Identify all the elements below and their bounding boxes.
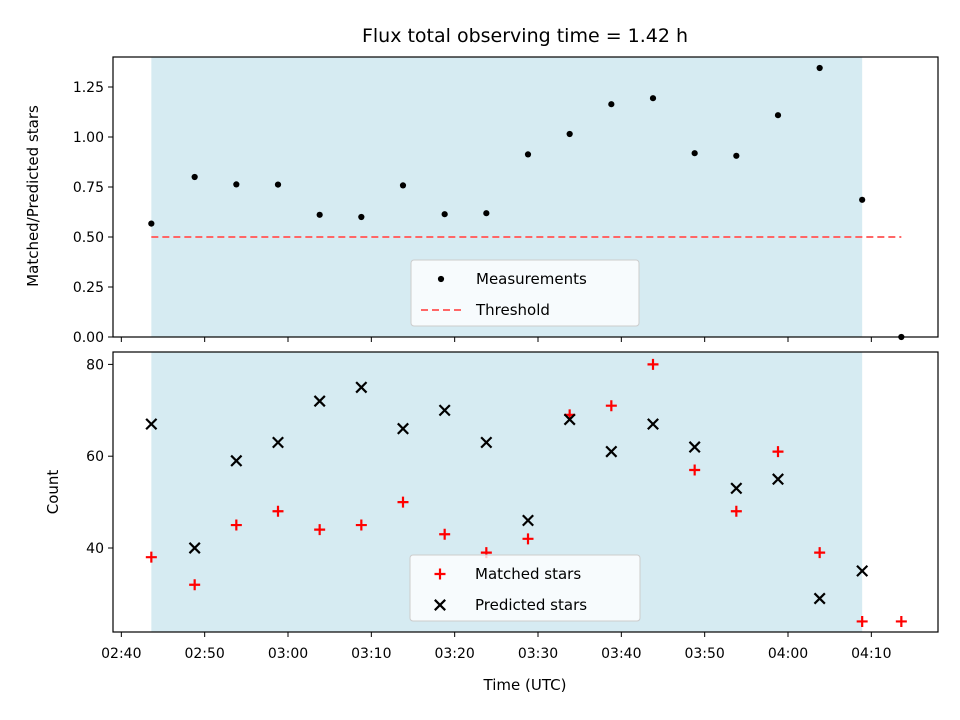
- matched-star-marker: [189, 579, 201, 591]
- measurement-point: [441, 211, 448, 218]
- matched-star-marker: [522, 533, 534, 545]
- predicted-star-marker: [188, 542, 201, 554]
- matched-star-marker: [439, 528, 451, 540]
- chart-title: Flux total observing time = 1.42 h: [362, 25, 688, 47]
- measurement-point: [608, 101, 615, 108]
- measurement-point: [859, 196, 866, 203]
- y-tick-label: 1.25: [73, 80, 104, 96]
- predicted-star-marker: [772, 473, 784, 486]
- y-tick-label: 80: [86, 357, 104, 373]
- predicted-star-marker: [605, 445, 618, 458]
- predicted-star-marker: [230, 454, 243, 467]
- matched-star-marker: [355, 519, 367, 531]
- matched-star-marker: [272, 505, 284, 517]
- count-panel: 40 60 80 02:40 02:50 03:00 03:10 03:20 03:30 03:…: [44, 351, 939, 694]
- matched-star-marker: [230, 519, 242, 531]
- x-tick-label: 03:20: [434, 646, 474, 662]
- measurement-point: [733, 152, 740, 159]
- count-x-ticks: 02:40 02:50 03:00 03:10 03:20 03:30 03:40 03:50…: [101, 632, 892, 662]
- time-x-axis-label: Time (UTC): [483, 676, 567, 694]
- legend-label: Predicted stars: [475, 596, 587, 614]
- predicted-star-marker: [688, 441, 701, 453]
- ratio-legend: Measurements Threshold: [410, 259, 640, 327]
- measurement-point: [816, 64, 823, 72]
- predicted-star-marker: [563, 413, 576, 426]
- x-tick-label: 03:40: [601, 646, 641, 662]
- x-tick-label: 03:00: [268, 646, 308, 662]
- y-tick-label: 0.00: [73, 330, 104, 346]
- predicted-star-marker: [355, 381, 368, 394]
- measurement-point: [483, 210, 490, 217]
- x-tick-label: 03:10: [351, 646, 391, 662]
- ratio-panel-frame: [112, 56, 939, 338]
- ratio-y-axis-label: Matched/Predicted stars: [24, 105, 42, 287]
- matched-star-marker: [772, 446, 784, 458]
- measurement-point: [274, 181, 282, 188]
- y-tick-label: 0.50: [73, 230, 104, 246]
- predicted-star-marker: [145, 418, 158, 431]
- matched-star-marker: [397, 496, 409, 508]
- matched-star-marker: [145, 551, 157, 563]
- predicted-star-marker: [272, 436, 284, 449]
- predicted-star-marker: [522, 514, 534, 527]
- x-tick-label: 04:10: [851, 646, 891, 662]
- predicted-star-marker: [856, 564, 869, 577]
- predicted-star-marker: [730, 482, 743, 495]
- matched-star-marker: [814, 547, 826, 559]
- y-tick-label: 60: [86, 449, 104, 465]
- legend-box: [409, 554, 641, 622]
- matched-star-marker: [856, 615, 868, 627]
- measurement-point: [358, 213, 365, 221]
- measurement-point: [691, 150, 698, 157]
- measurement-point: [649, 95, 657, 102]
- count-legend: Matched stars Predicted stars: [409, 554, 641, 622]
- measurement-point: [191, 173, 198, 181]
- predicted-star-marker: [480, 436, 493, 449]
- matched-star-marker: [730, 505, 742, 517]
- measurement-point: [148, 220, 155, 227]
- legend-predicted-swatch: [434, 599, 446, 611]
- measurement-point: [316, 211, 323, 218]
- x-tick-label: 04:00: [768, 646, 808, 662]
- y-tick-label: 40: [86, 541, 104, 557]
- legend-matched-swatch: [434, 568, 446, 580]
- predicted-star-marker: [813, 592, 826, 605]
- count-panel-frame: [112, 351, 939, 633]
- measurement-point: [399, 182, 407, 189]
- predicted-star-marker: [438, 404, 451, 417]
- matched-star-marker: [314, 524, 326, 536]
- x-tick-label: 03:30: [518, 646, 558, 662]
- x-tick-label: 02:40: [101, 646, 141, 662]
- measurement-point: [233, 181, 240, 188]
- count-y-axis-label: Count: [44, 470, 62, 515]
- legend-label: Measurements: [476, 270, 587, 288]
- ratio-panel: 0.00 0.25 0.50 0.75 1.00 1.25 Matched/Predict…: [24, 56, 939, 346]
- matched-star-marker: [689, 464, 701, 476]
- ratio-y-ticks: 0.00 0.25 0.50 0.75 1.00 1.25: [73, 80, 113, 346]
- predicted-star-marker: [397, 422, 409, 435]
- matched-star-marker: [647, 358, 659, 370]
- x-tick-label: 03:50: [684, 646, 724, 662]
- count-marks: [145, 358, 907, 627]
- legend-label: Matched stars: [475, 565, 581, 583]
- y-tick-label: 1.00: [73, 130, 104, 146]
- y-tick-label: 0.25: [73, 280, 104, 296]
- y-tick-label: 0.75: [73, 180, 104, 196]
- ratio-x-ticks: [120, 337, 872, 342]
- legend-label: Threshold: [475, 301, 550, 319]
- matched-star-marker: [605, 400, 617, 412]
- predicted-star-marker: [647, 418, 659, 431]
- predicted-star-marker: [313, 395, 326, 408]
- measurement-point: [774, 112, 782, 119]
- legend-box: [410, 259, 640, 327]
- matched-star-marker: [895, 615, 907, 627]
- legend-measurement-swatch: [437, 275, 445, 283]
- measurement-point: [524, 151, 532, 158]
- ratio-marks: [148, 64, 905, 341]
- x-tick-label: 02:50: [184, 646, 224, 662]
- count-y-ticks: 40 60 80: [86, 357, 113, 557]
- measurement-point: [566, 130, 573, 138]
